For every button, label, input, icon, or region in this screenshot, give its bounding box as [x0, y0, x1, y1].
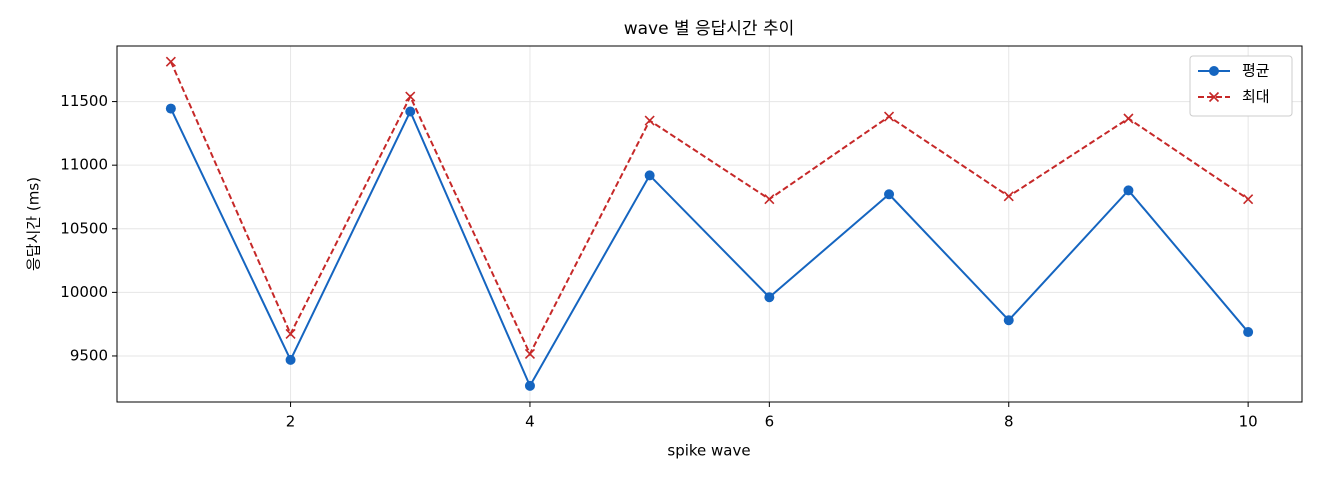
data-point [764, 194, 775, 205]
data-point [285, 328, 296, 340]
y-tick-label: 10500 [60, 219, 108, 237]
line-series [169, 108, 1249, 389]
data-point [165, 56, 176, 67]
legend-box [1189, 55, 1293, 117]
data-point [405, 91, 416, 102]
data-point [644, 115, 655, 126]
data-point [524, 348, 536, 359]
x-tick-label: 2 [286, 413, 296, 431]
plot-frame [116, 45, 1303, 403]
data-point [285, 354, 296, 365]
data-point [524, 380, 535, 391]
x-tick-label: 10 [1239, 413, 1258, 431]
y-tick-label: 9500 [70, 346, 108, 364]
data-point [1123, 185, 1134, 196]
data-point [1003, 315, 1014, 326]
y-axis-label: 응답시간 (ms) [25, 177, 43, 271]
legend-label: 최대 [1242, 88, 1270, 106]
x-tick-label: 4 [525, 413, 535, 431]
x-tick-label: 8 [1004, 413, 1014, 431]
data-point [1003, 191, 1014, 202]
y-tick-label: 10000 [60, 283, 108, 301]
y-tick-label: 11000 [60, 156, 108, 174]
data-point [644, 170, 655, 181]
data-point [1123, 113, 1134, 124]
data-point [165, 103, 176, 114]
x-axis-label: spike wave [667, 442, 750, 460]
data-point [1243, 194, 1254, 205]
legend-marker [1209, 66, 1219, 76]
data-point [884, 189, 895, 200]
data-point [883, 111, 895, 122]
data-point [1243, 327, 1254, 338]
x-tick-label: 6 [765, 413, 775, 431]
legend-marker [1208, 91, 1220, 103]
legend-label: 평균 [1242, 62, 1270, 80]
y-tick-label: 11500 [60, 92, 108, 110]
chart-title: wave 별 응답시간 추이 [624, 19, 795, 39]
data-point [764, 292, 775, 303]
line-series [169, 61, 1249, 357]
data-point [405, 106, 416, 117]
